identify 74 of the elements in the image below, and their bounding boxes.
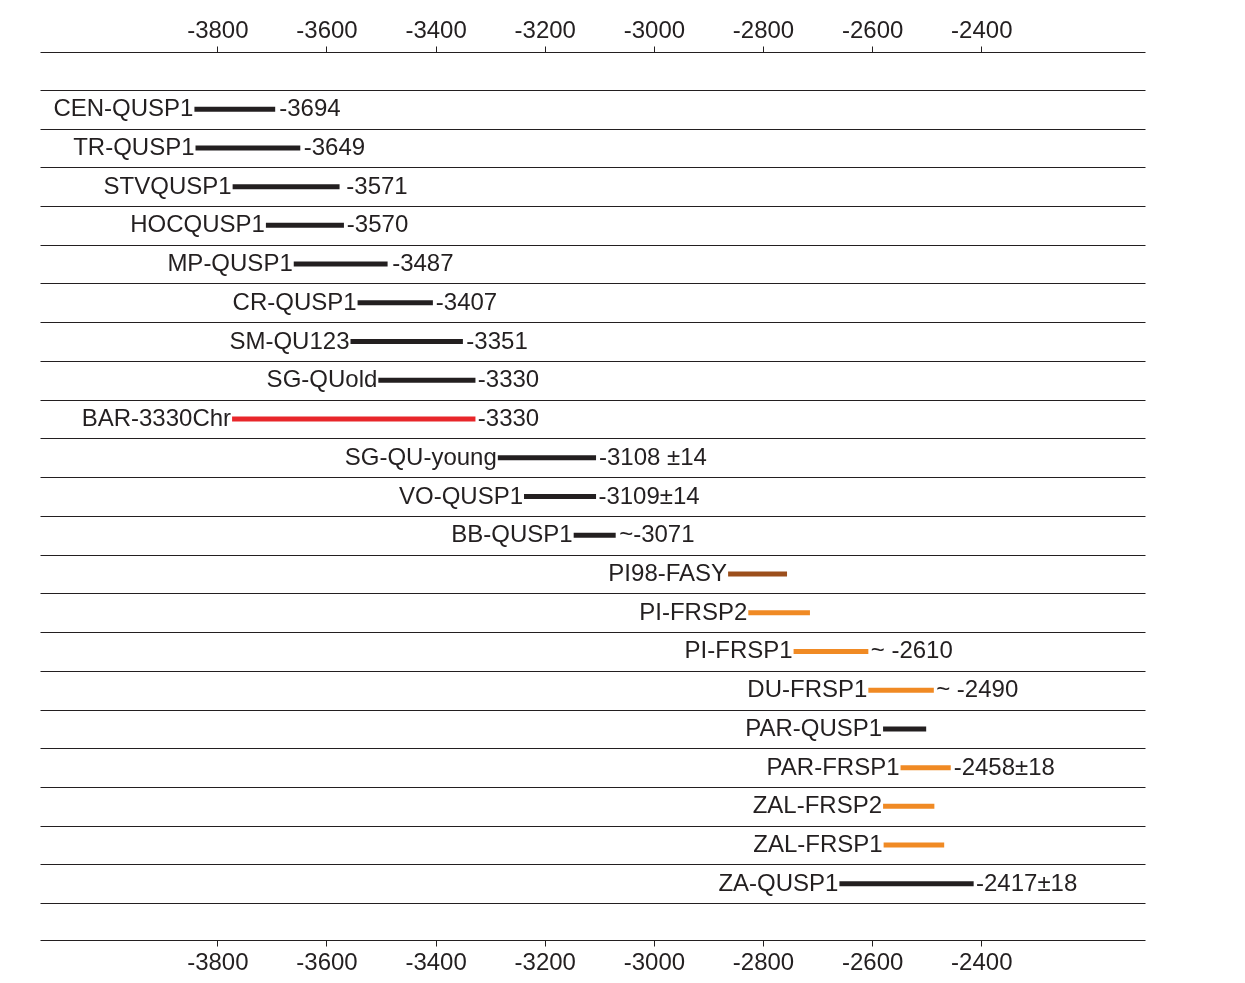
annotation: -3694: [279, 94, 341, 122]
y-tick-label: CR-QUSP1: [232, 287, 357, 315]
y-tick-label: MP-QUSP1: [167, 249, 293, 277]
y-tick-label: PAR-FRSP1: [766, 752, 900, 780]
y-tick-label: BAR-3330Chr: [81, 404, 232, 432]
y-tick-label: TR-QUSP1: [73, 132, 195, 160]
y-tick-label: HOCQUSP1: [130, 210, 265, 238]
annotation: ~ -2490: [936, 675, 1019, 703]
annotation: -3649: [303, 132, 366, 160]
bar: [232, 184, 340, 190]
annotation: -3571: [346, 171, 408, 199]
x2-tick-label: -3400: [405, 15, 467, 43]
y-tick-label: SG-QUold: [266, 365, 378, 393]
y-tick-label: ZAL-FRSP1: [753, 830, 883, 858]
annotation: -3351: [466, 326, 528, 354]
annotation: -2458±18: [953, 752, 1055, 780]
x2-tick-label: -2400: [951, 15, 1013, 43]
bar: [265, 222, 344, 228]
y-tick-label: DU-FRSP1: [747, 675, 868, 703]
annotation: -3330: [477, 365, 540, 393]
annotation: -3108 ±14: [598, 442, 707, 470]
bar: [748, 610, 810, 616]
annotation: -3109±14: [598, 481, 700, 509]
y-tick-label: PI-FRSP1: [684, 636, 793, 664]
bar: [524, 494, 597, 499]
bar: [293, 261, 388, 267]
y-tick-label: VO-QUSP1: [398, 481, 524, 509]
x-tick-label: -3800: [187, 947, 249, 975]
y-tick-label: PI-FRSP2: [639, 597, 748, 625]
x-tick-label: -3600: [296, 947, 358, 975]
bar: [728, 571, 788, 577]
bar: [357, 300, 433, 306]
x2-tick-label: -3800: [187, 15, 249, 43]
annotation: -3570: [346, 210, 409, 238]
y-tick-label: ZAL-FRSP2: [752, 791, 883, 819]
x2-tick-label: -3200: [514, 15, 576, 43]
bar: [883, 803, 935, 809]
x2-tick-label: -2600: [841, 15, 904, 43]
y-tick-label: CEN-QUSP1: [53, 94, 194, 122]
annotation: ~ -2610: [870, 636, 953, 664]
bar: [883, 842, 945, 848]
annotation: -2417±18: [976, 868, 1078, 896]
y-tick-label: PI98-FASY: [608, 558, 728, 586]
bar: [232, 416, 476, 422]
y-tick-label: PAR-QUSP1: [745, 713, 883, 741]
annotation: -3330: [477, 404, 540, 432]
annotation: -3487: [392, 249, 454, 277]
bar: [497, 455, 597, 461]
y-tick-label: SM-QU123: [229, 326, 350, 354]
bar: [900, 765, 951, 771]
bar: [839, 881, 974, 887]
annotation: -3407: [435, 287, 498, 315]
x2-tick-label: -3600: [296, 15, 358, 43]
x-tick-label: -3400: [405, 947, 467, 975]
bar: [793, 648, 869, 654]
x-tick-label: -2800: [732, 947, 795, 975]
x-tick-label: -3000: [623, 947, 686, 975]
bar: [350, 339, 463, 345]
x2-tick-label: -3000: [623, 15, 686, 43]
y-tick-label: SG-QU-young: [344, 442, 497, 470]
y-tick-label: BB-QUSP1: [451, 520, 573, 548]
x-tick-label: -2400: [951, 947, 1013, 975]
x2-tick-label: -2800: [732, 15, 795, 43]
bar: [883, 726, 927, 732]
bar: [573, 532, 616, 538]
y-tick-label: ZA-QUSP1: [718, 868, 839, 896]
annotation: ~-3071: [619, 520, 695, 548]
bar: [194, 106, 276, 112]
bar: [195, 145, 301, 151]
x-tick-label: -2600: [841, 947, 904, 975]
y-tick-label: STVQUSP1: [103, 171, 232, 199]
bar: [868, 687, 934, 693]
x-tick-label: -3200: [514, 947, 576, 975]
bar: [378, 377, 476, 383]
